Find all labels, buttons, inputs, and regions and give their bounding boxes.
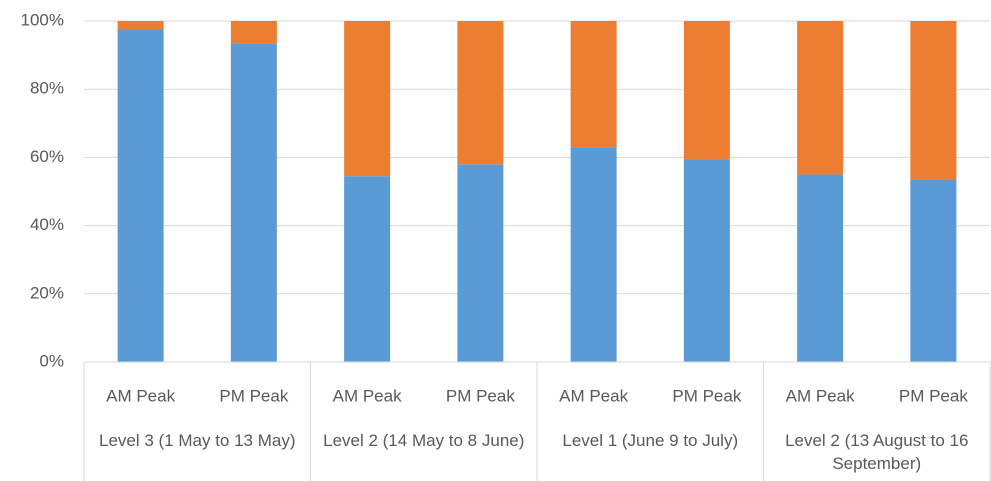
group-label: Level 1 (June 9 to July) bbox=[562, 431, 739, 450]
bar-segment bbox=[230, 21, 277, 44]
bar-segment bbox=[344, 21, 391, 177]
bar-segment bbox=[230, 43, 277, 362]
bar-segment bbox=[797, 174, 844, 362]
x-tick-label: PM Peak bbox=[219, 386, 288, 405]
bar-segment bbox=[683, 159, 730, 362]
x-tick-label: AM Peak bbox=[106, 386, 175, 405]
bar-segment bbox=[570, 21, 617, 148]
y-tick-label: 20% bbox=[30, 283, 64, 302]
x-tick-label: PM Peak bbox=[446, 386, 515, 405]
x-tick-label: PM Peak bbox=[672, 386, 741, 405]
bar-segment bbox=[344, 176, 391, 362]
bar-segment bbox=[683, 21, 730, 160]
x-tick-label: AM Peak bbox=[559, 386, 628, 405]
group-label: Level 2 (13 August to 16 September) bbox=[785, 431, 969, 473]
bar-segment bbox=[570, 147, 617, 362]
bar-segment bbox=[457, 164, 504, 362]
y-tick-label: 60% bbox=[30, 147, 64, 166]
bar-segment bbox=[117, 29, 164, 363]
y-tick-label: 100% bbox=[21, 10, 64, 29]
group-label: Level 2 (14 May to 8 June) bbox=[323, 431, 525, 450]
y-tick-label: 40% bbox=[30, 215, 64, 234]
x-tick-label: AM Peak bbox=[333, 386, 402, 405]
bar-segment bbox=[910, 179, 957, 362]
y-tick-label: 0% bbox=[39, 351, 64, 370]
bar-segment bbox=[910, 21, 957, 180]
y-tick-label: 80% bbox=[30, 79, 64, 98]
bar-segment bbox=[117, 21, 164, 30]
group-label: Level 3 (1 May to 13 May) bbox=[98, 431, 296, 450]
x-tick-label: AM Peak bbox=[786, 386, 855, 405]
bar-segment bbox=[457, 21, 504, 165]
x-tick-label: PM Peak bbox=[899, 386, 968, 405]
bar-segment bbox=[797, 21, 844, 175]
